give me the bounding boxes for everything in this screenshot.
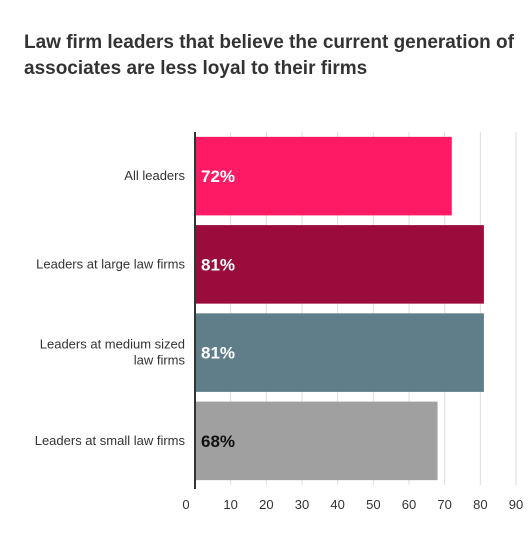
x-tick-label: 40 [330,497,344,512]
bar [195,225,484,304]
data-label: 72% [201,167,235,186]
x-tick-label: 30 [295,497,309,512]
data-label: 81% [201,344,235,363]
category-label: Leaders at small law firms [35,433,186,448]
category-label-line: Leaders at medium sized [40,337,185,352]
x-tick-label: 0 [182,497,189,512]
category-label: All leaders [124,168,185,183]
x-tick-label: 60 [402,497,416,512]
x-tick-label: 20 [259,497,273,512]
bar [195,313,484,392]
bar [195,136,452,216]
chart-title: Law firm leaders that believe the curren… [24,32,514,79]
category-label: Leaders at medium sized law firms [40,337,186,368]
x-tick-label: 50 [366,497,380,512]
data-label: 81% [201,255,235,274]
category-label-line: All leaders [124,168,185,183]
data-label: 68% [201,432,235,451]
x-tick-label: 10 [223,497,237,512]
x-tick-label: 80 [473,497,487,512]
bar [195,401,438,481]
category-label: Leaders at large law firms [36,256,185,271]
category-label-line: Leaders at small law firms [35,433,186,448]
category-label-line: law firms [134,353,186,368]
category-label-line: Leaders at large law firms [36,256,185,271]
x-tick-label: 90 [509,497,523,512]
x-tick-label: 70 [437,497,451,512]
